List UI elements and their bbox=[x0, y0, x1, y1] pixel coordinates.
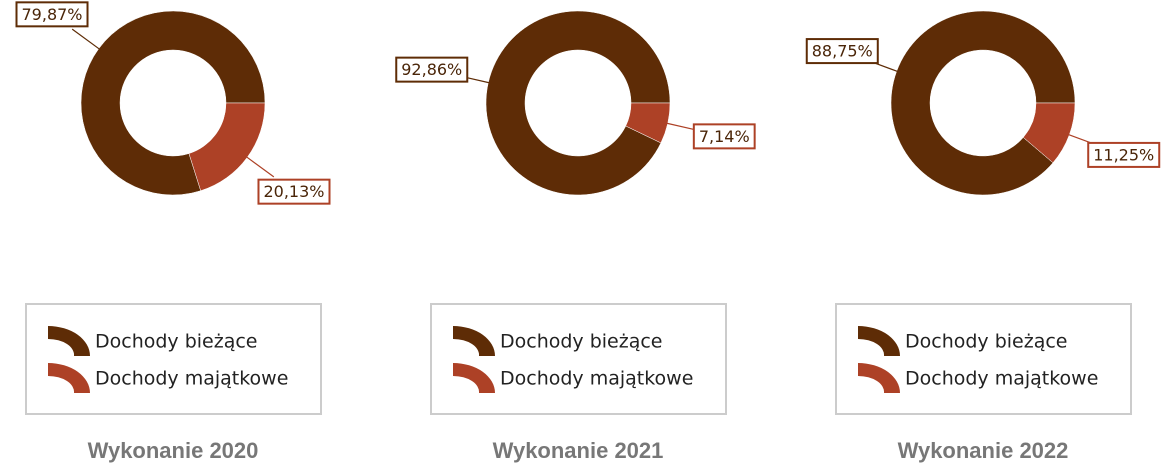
value-label: 88,75% bbox=[812, 42, 873, 61]
donut-slice bbox=[625, 102, 671, 144]
value-label-box bbox=[805, 38, 879, 65]
legend-icon bbox=[48, 363, 90, 393]
legend-icon bbox=[858, 326, 900, 356]
value-label: 92,86% bbox=[401, 60, 462, 79]
value-label-box bbox=[1087, 141, 1161, 168]
value-label: 20,13% bbox=[263, 182, 324, 201]
legend-icon bbox=[48, 326, 90, 356]
donut-slice bbox=[1022, 102, 1076, 164]
chart-title: Wykonanie 2021 bbox=[493, 438, 664, 463]
legend-icon bbox=[858, 363, 900, 393]
value-label: 11,25% bbox=[1093, 145, 1154, 164]
donut-slice bbox=[80, 10, 266, 196]
legend-icon bbox=[453, 326, 495, 356]
legend-icon bbox=[453, 363, 495, 393]
legend-label: Dochody majątkowe bbox=[905, 368, 1098, 390]
legend-label: Dochody bieżące bbox=[500, 331, 663, 353]
donut-slice bbox=[890, 10, 1076, 196]
donut-slice bbox=[485, 10, 671, 196]
leader-line bbox=[71, 28, 101, 51]
value-label-box bbox=[15, 1, 89, 28]
legend-label: Dochody majątkowe bbox=[500, 368, 693, 390]
legend-label: Dochody bieżące bbox=[905, 331, 1068, 353]
legend-box bbox=[835, 303, 1132, 415]
value-label-box bbox=[692, 123, 756, 150]
value-label-box bbox=[257, 178, 331, 205]
value-label: 79,87% bbox=[22, 5, 83, 24]
legend-box bbox=[25, 303, 322, 415]
chart-title: Wykonanie 2020 bbox=[88, 438, 259, 463]
value-label-box bbox=[395, 56, 469, 83]
legend-label: Dochody majątkowe bbox=[95, 368, 288, 390]
value-label: 7,14% bbox=[699, 127, 750, 146]
legend-box bbox=[430, 303, 727, 415]
leader-line bbox=[245, 155, 275, 178]
donut-slice bbox=[188, 102, 266, 192]
legend-label: Dochody bieżące bbox=[95, 331, 258, 353]
chart-title: Wykonanie 2022 bbox=[898, 438, 1069, 463]
